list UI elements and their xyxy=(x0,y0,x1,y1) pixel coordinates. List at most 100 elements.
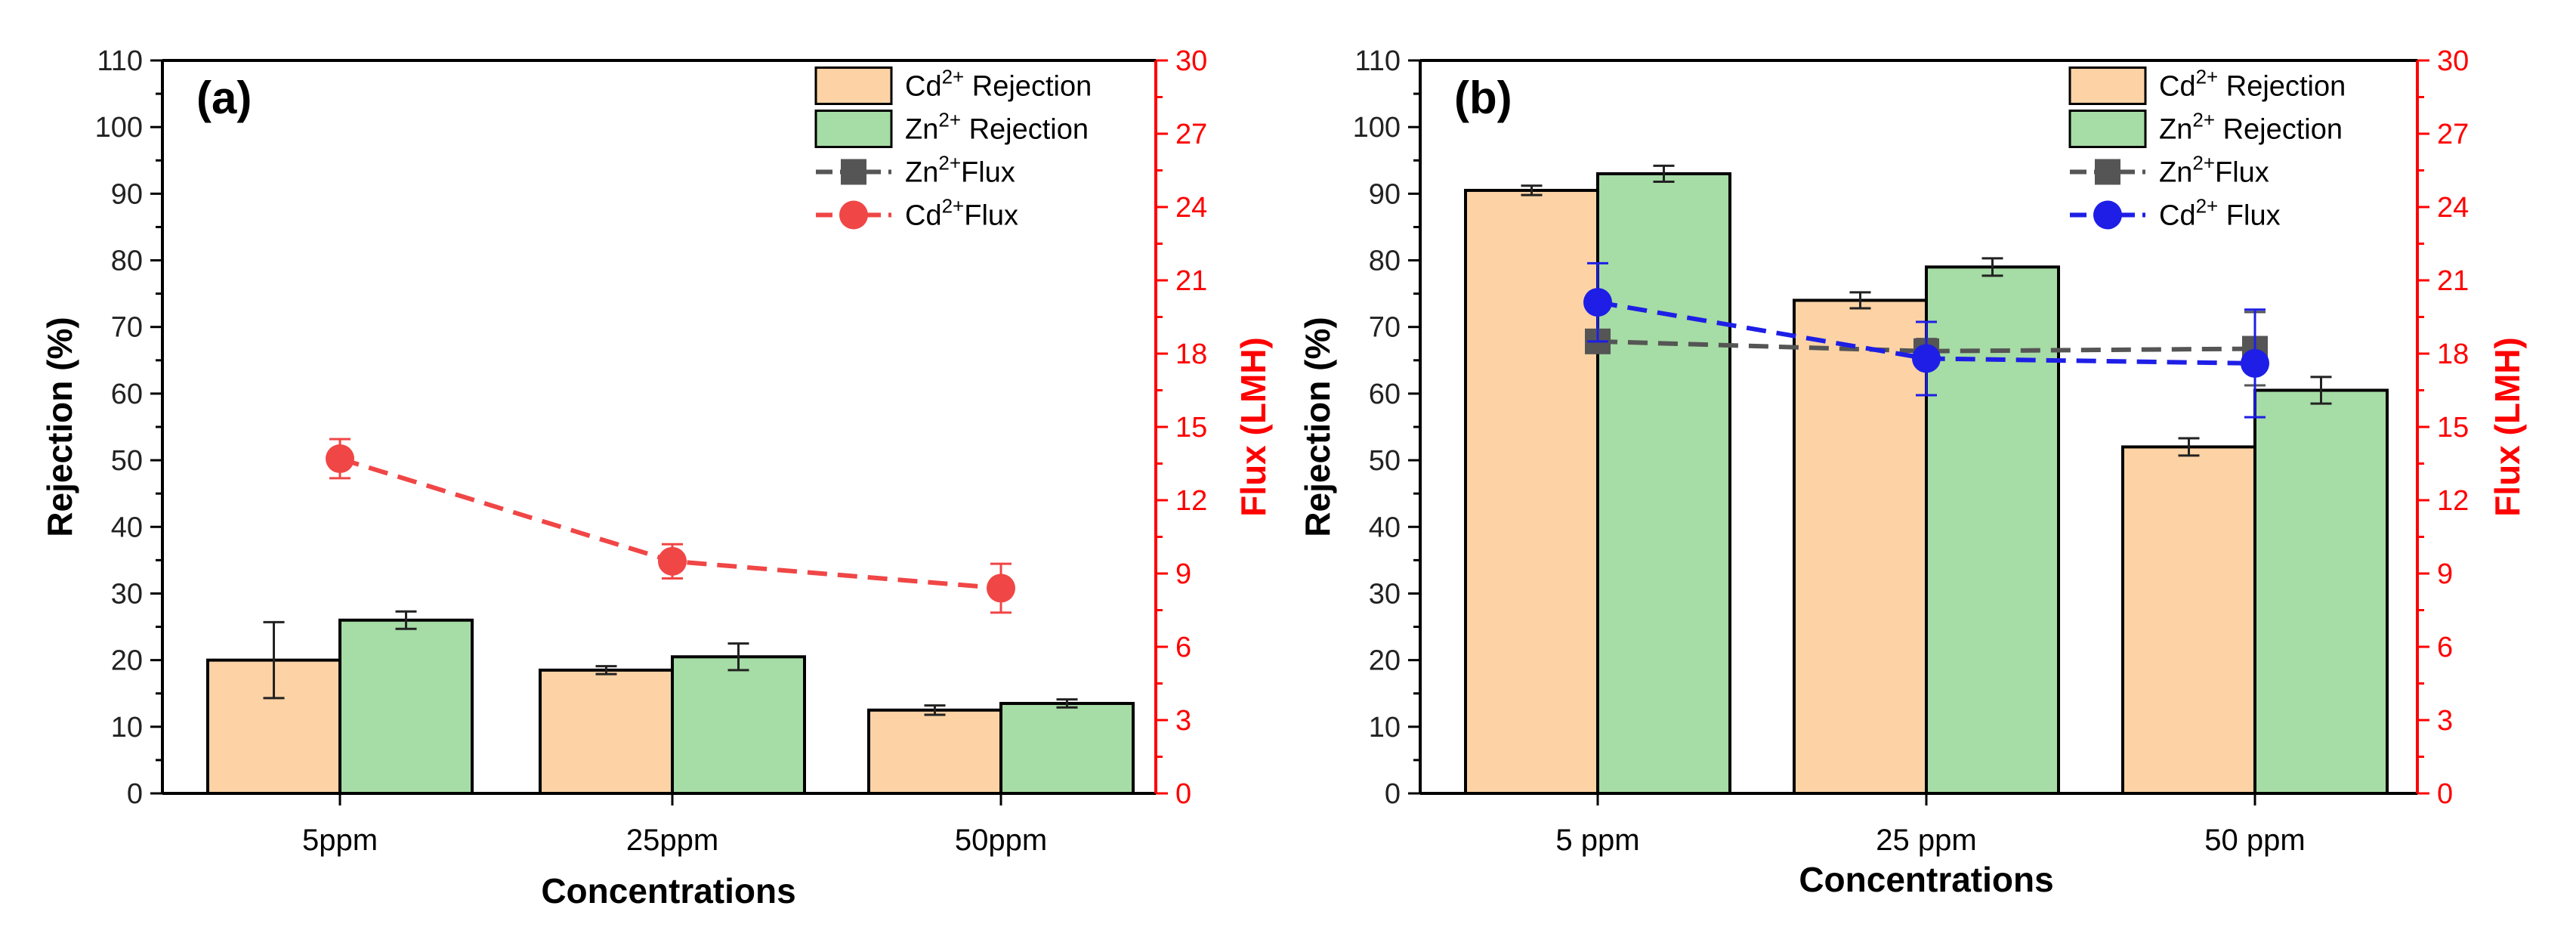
legend-label-base: Cd xyxy=(905,200,942,232)
legend-label-zn-rejection: Zn2+ Rejection xyxy=(905,109,1089,146)
y-tick-label: 70 xyxy=(111,312,143,344)
x-tick-label: 25 ppm xyxy=(1876,824,1976,857)
y-axis-title: Rejection (%) xyxy=(40,317,79,536)
y-tick-label: 0 xyxy=(1385,778,1401,810)
y-tick-label: 40 xyxy=(111,512,143,543)
y-axis-title: Rejection (%) xyxy=(1298,317,1337,536)
legend-label-superscript: 2+ xyxy=(938,152,961,175)
y2-tick-label: 3 xyxy=(1175,705,1191,737)
bar-zn-rejection-0 xyxy=(338,618,474,796)
y2-axis-title: Flux (LMH) xyxy=(2488,337,2527,517)
y-tick-label: 50 xyxy=(111,445,143,477)
panel-label: (a) xyxy=(196,73,252,123)
y2-tick-label: 3 xyxy=(2437,705,2453,737)
legend-marker-zn-flux xyxy=(841,159,866,185)
marker-circle-cd-0 xyxy=(326,444,354,474)
x-tick-label: 50 ppm xyxy=(2204,824,2305,857)
legend-label-base: Zn xyxy=(905,114,938,146)
legend-label-suffix: Rejection xyxy=(961,114,1089,146)
y-tick-label: 100 xyxy=(95,112,143,144)
legend-label-superscript: 2+ xyxy=(942,195,965,218)
y-tick-label: 40 xyxy=(1369,512,1401,543)
x-tick-label: 50ppm xyxy=(955,824,1047,857)
bar-cd-rejection-1 xyxy=(1793,298,1928,796)
legend-label-cd-rejection: Cd2+ Rejection xyxy=(905,66,1092,103)
y2-tick-label: 21 xyxy=(2437,265,2469,297)
legend-marker-zn-flux xyxy=(2095,159,2120,185)
bar-zn-rejection-1 xyxy=(671,655,806,796)
bar-zn-rejection-1 xyxy=(1925,265,2060,795)
y-tick-label: 0 xyxy=(127,778,143,810)
legend-label-suffix: Rejection xyxy=(964,71,1092,103)
panel-label: (b) xyxy=(1454,73,1512,123)
legend-label-cd-flux: Cd2+ Flux xyxy=(2159,195,2281,232)
legend-label-superscript: 2+ xyxy=(938,109,961,131)
y-tick-label: 10 xyxy=(111,712,143,744)
legend-label-superscript: 2+ xyxy=(2192,109,2215,131)
y-tick-label: 50 xyxy=(1369,445,1401,477)
legend-label-base: Zn xyxy=(2159,114,2192,146)
x-axis-title: Concentrations xyxy=(1799,860,2053,899)
y-tick-label: 90 xyxy=(1369,178,1401,210)
legend-swatch-cd-rejection xyxy=(814,66,893,105)
y2-tick-label: 6 xyxy=(1175,632,1191,663)
y-tick-label: 60 xyxy=(1369,379,1401,410)
legend-label-suffix: Flux xyxy=(961,157,1015,189)
legend-label-suffix: Rejection xyxy=(2215,114,2343,146)
y-tick-label: 80 xyxy=(1369,246,1401,277)
legend-label-zn-rejection: Zn2+ Rejection xyxy=(2159,109,2343,146)
y-tick-label: 110 xyxy=(97,45,143,77)
legend-swatch-zn-rejection xyxy=(2068,110,2147,148)
legend-label-superscript: 2+ xyxy=(2196,195,2219,218)
y-tick-label: 20 xyxy=(1369,645,1401,677)
y-tick-label: 30 xyxy=(111,578,143,610)
y-tick-label: 30 xyxy=(1369,578,1401,610)
y-tick-label: 70 xyxy=(1369,312,1401,344)
y2-tick-label: 9 xyxy=(2437,558,2453,590)
bar-zn-rejection-2 xyxy=(999,701,1135,795)
bar-cd-rejection-2 xyxy=(867,708,1002,795)
chart-panel-a: 0 10 20 30 40 50 60 70 80 90 100 110 0 3 6 9 12 15 18 21 24 2… xyxy=(40,45,1273,911)
marker-circle-cd-1 xyxy=(658,546,687,576)
bar-zn-rejection-2 xyxy=(2253,388,2389,795)
y2-tick-label: 30 xyxy=(2437,45,2469,77)
legend-label-suffix: Flux xyxy=(964,200,1018,232)
y2-axis-title: Flux (LMH) xyxy=(1234,337,1273,517)
y2-tick-label: 12 xyxy=(2437,485,2469,517)
legend-swatch-cd-rejection xyxy=(2068,66,2147,105)
y2-tick-label: 15 xyxy=(1175,412,1207,444)
legend-label-superscript: 2+ xyxy=(2196,66,2219,88)
marker-circle-cd-0 xyxy=(1583,288,1612,317)
legend-label-base: Cd xyxy=(2159,200,2196,232)
legend-swatch-zn-rejection xyxy=(814,110,893,148)
bar-cd-rejection-1 xyxy=(539,668,674,796)
bar-zn-rejection-0 xyxy=(1596,172,1731,795)
legend-label-suffix: Rejection xyxy=(2218,71,2346,103)
y2-tick-label: 15 xyxy=(2437,412,2469,444)
y2-tick-label: 27 xyxy=(1175,119,1207,150)
legend-label-base: Zn xyxy=(905,157,938,189)
y-tick-label: 80 xyxy=(111,246,143,277)
y2-tick-label: 6 xyxy=(2437,632,2453,663)
legend-label-zn-flux: Zn2+Flux xyxy=(2159,152,2269,189)
legend-label-suffix: Flux xyxy=(2215,157,2269,189)
y2-tick-label: 21 xyxy=(1175,265,1207,297)
bar-cd-rejection-2 xyxy=(2121,445,2256,795)
y2-tick-label: 18 xyxy=(1175,339,1207,370)
y-tick-label: 60 xyxy=(111,379,143,410)
y2-tick-label: 24 xyxy=(2437,192,2469,224)
legend-label-cd-flux: Cd2+Flux xyxy=(905,195,1018,232)
legend-label-base: Cd xyxy=(2159,71,2196,103)
marker-circle-cd-2 xyxy=(987,574,1015,603)
y-tick-label: 110 xyxy=(1354,45,1401,77)
y-tick-label: 90 xyxy=(111,178,143,210)
y2-tick-label: 0 xyxy=(1175,778,1191,810)
legend-label-superscript: 2+ xyxy=(942,66,965,88)
legend-label-base: Cd xyxy=(905,71,942,103)
legend-label-zn-flux: Zn2+Flux xyxy=(905,152,1015,189)
x-axis-title: Concentrations xyxy=(541,871,795,911)
y-tick-label: 10 xyxy=(1369,712,1401,744)
y-tick-label: 100 xyxy=(1353,112,1401,144)
y2-tick-label: 12 xyxy=(1175,485,1207,517)
